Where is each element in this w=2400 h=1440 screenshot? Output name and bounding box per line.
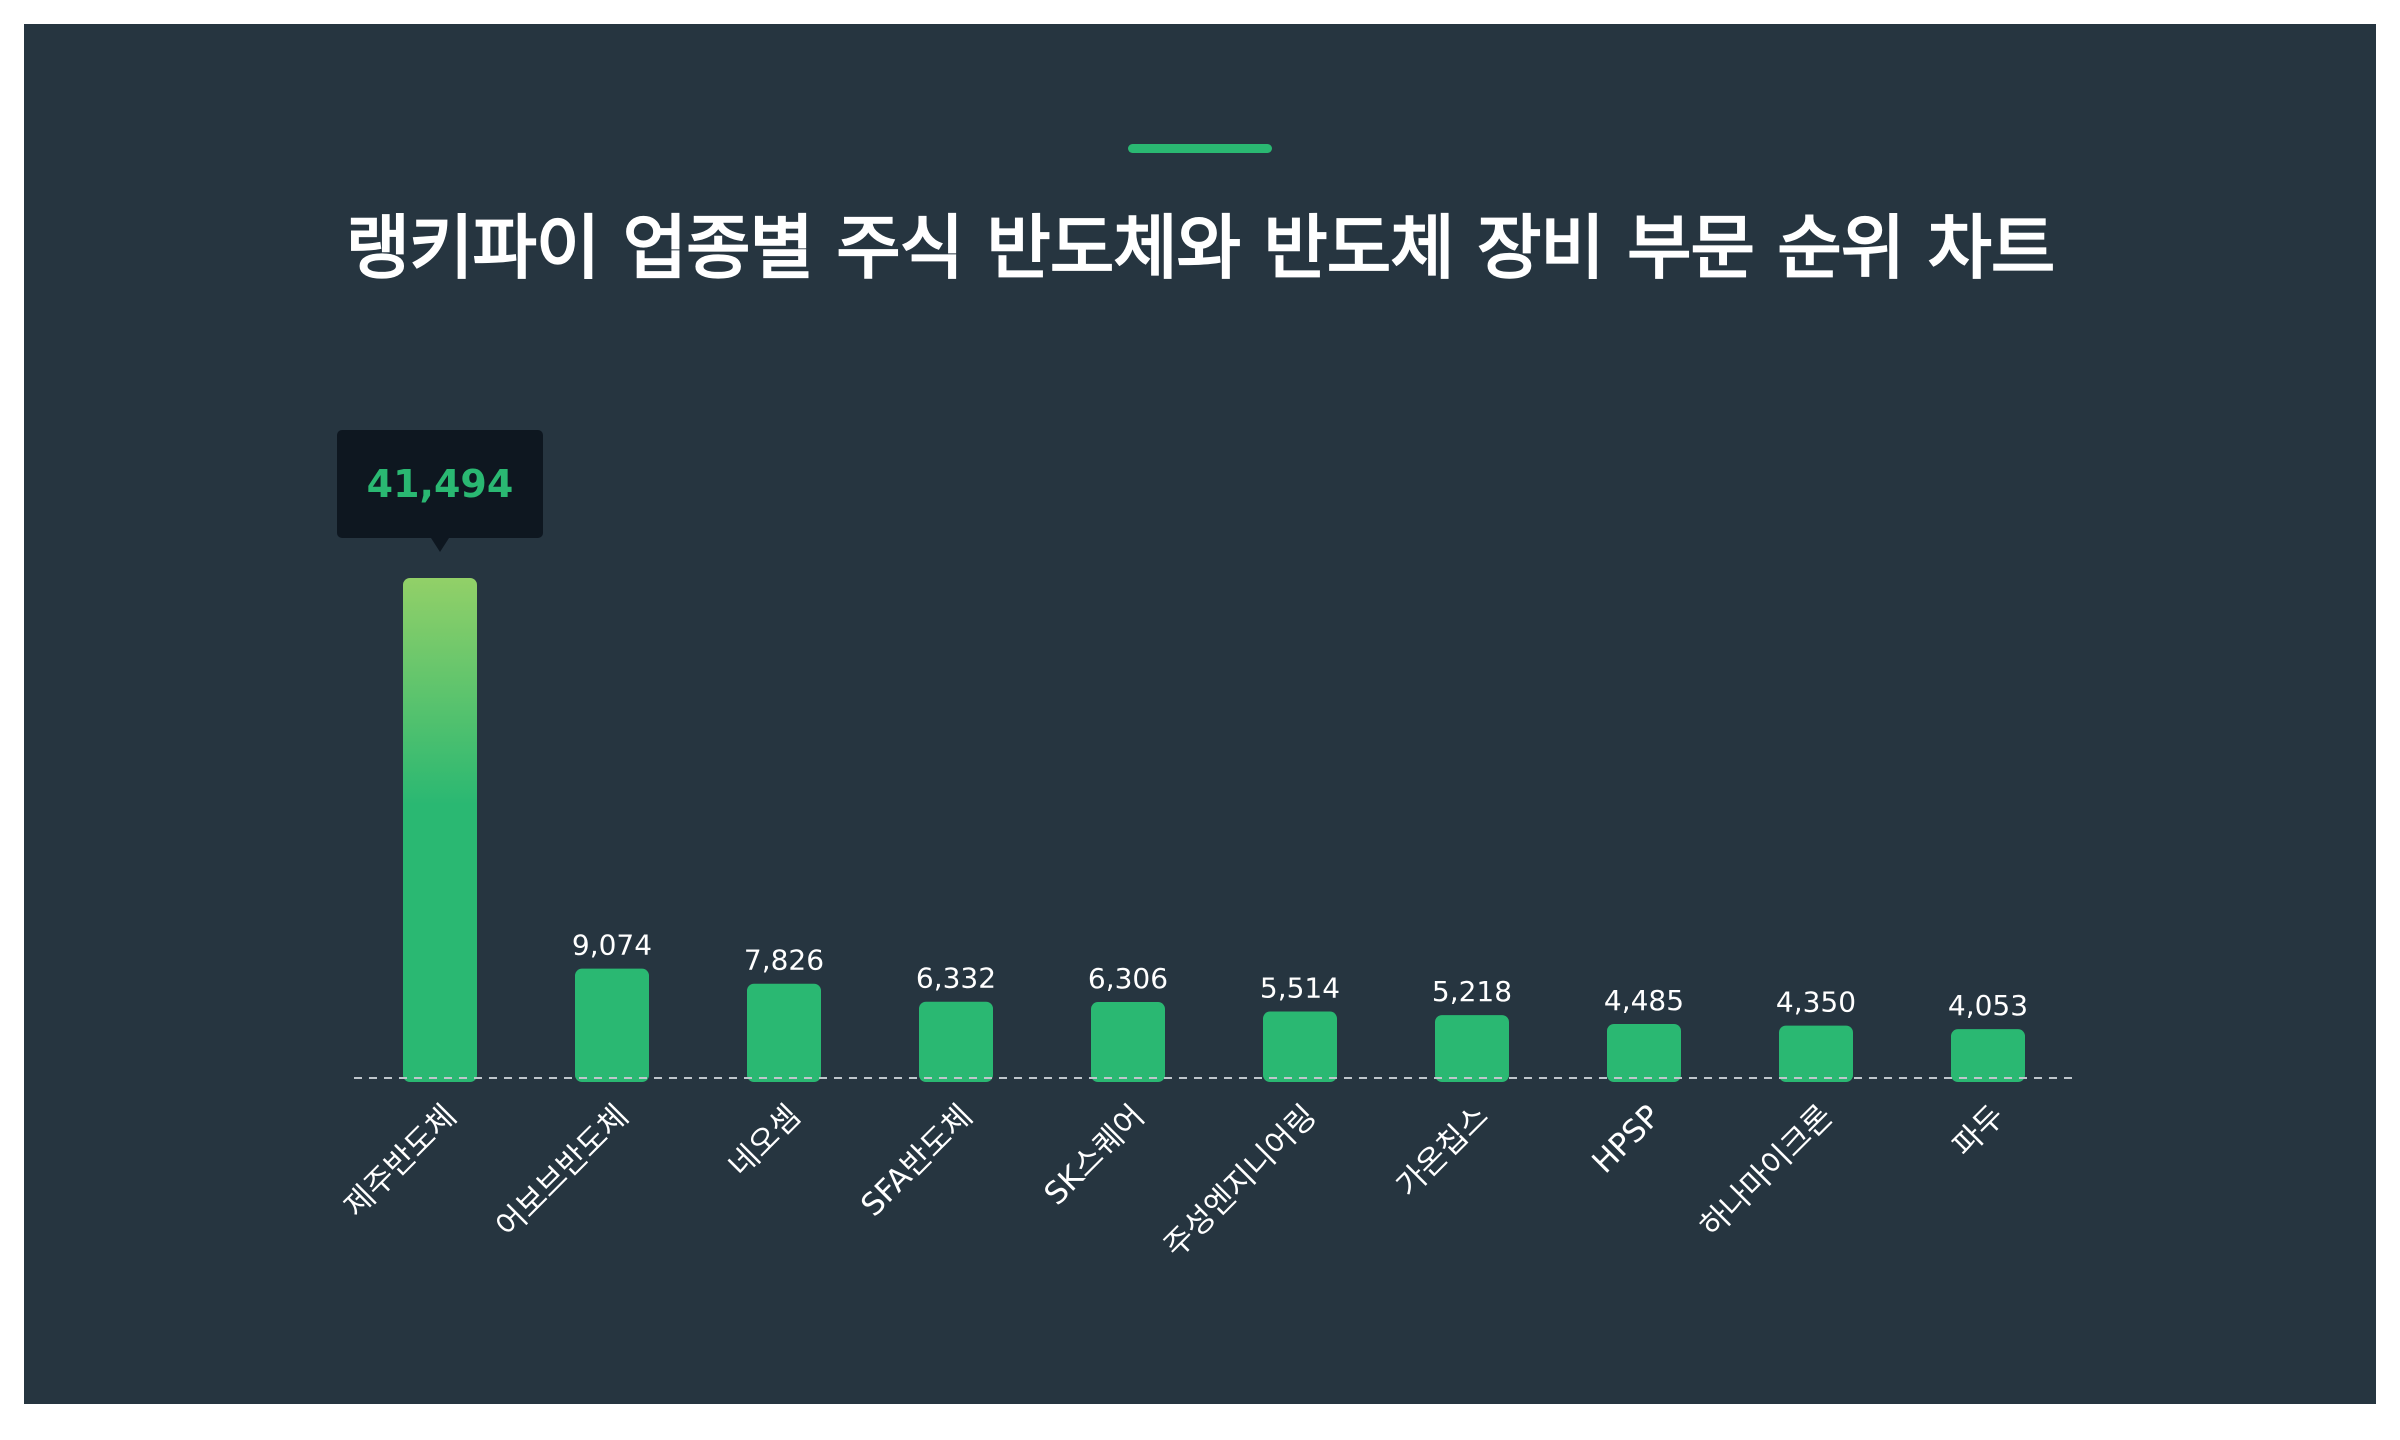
bar-1[interactable] — [575, 968, 649, 1082]
bar-value-label: 4,350 — [1776, 986, 1856, 1019]
chart-panel: 랭키파이 업종별 주식 반도체와 반도체 장비 부문 순위 차트 41,494 제… — [24, 24, 2376, 1404]
category-label: 가온칩스 — [1390, 1098, 1496, 1204]
category-label: 주성엔지니어링 — [1157, 1098, 1324, 1265]
tooltip-pointer — [431, 538, 449, 552]
tooltip-box — [337, 430, 543, 538]
category-label: 파두 — [1946, 1098, 2012, 1164]
bar-value-label: 7,826 — [744, 944, 824, 977]
bar-value-label: 5,218 — [1432, 975, 1512, 1008]
chart-title: 랭키파이 업종별 주식 반도체와 반도체 장비 부문 순위 차트 — [345, 207, 2056, 289]
bar-value-label: 6,332 — [916, 962, 996, 995]
bar-value-label: 5,514 — [1260, 972, 1340, 1005]
bar-value-label: 9,074 — [572, 929, 652, 962]
bar-6[interactable] — [1435, 1015, 1509, 1082]
bar-0[interactable] — [403, 578, 477, 1082]
bar-8[interactable] — [1779, 1025, 1853, 1082]
category-label: 네오셈 — [722, 1098, 808, 1184]
bar-value-label: 4,485 — [1604, 984, 1684, 1017]
labels-layer: 41,494 제주반도체 9,074 어보브반도체 7,826 네오셈 6,332 SFA반도… — [337, 430, 2028, 1265]
value-tooltip: 41,494 — [337, 430, 543, 552]
tooltip-value: 41,494 — [367, 462, 514, 506]
bar-3[interactable] — [919, 1001, 993, 1082]
bar-value-label: 6,306 — [1088, 962, 1168, 995]
bar-value-label: 4,053 — [1948, 989, 2028, 1022]
category-label: SK스퀘어 — [1037, 1098, 1151, 1212]
category-label: HPSP — [1585, 1098, 1667, 1180]
bar-9[interactable] — [1951, 1029, 2025, 1082]
bar-7[interactable] — [1607, 1023, 1681, 1082]
bar-4[interactable] — [1091, 1002, 1165, 1082]
bar-5[interactable] — [1263, 1011, 1337, 1082]
category-label: 어보브반도체 — [489, 1098, 635, 1244]
category-label: 하나마이크론 — [1693, 1098, 1839, 1244]
bar-chart: 41,494 제주반도체 9,074 어보브반도체 7,826 네오셈 6,332 SFA반도… — [337, 430, 2076, 1265]
bars-layer — [403, 578, 2025, 1082]
category-label: SFA반도체 — [854, 1098, 979, 1223]
title-accent-line — [1128, 144, 1272, 153]
bar-2[interactable] — [747, 983, 821, 1082]
category-label: 제주반도체 — [337, 1098, 463, 1224]
